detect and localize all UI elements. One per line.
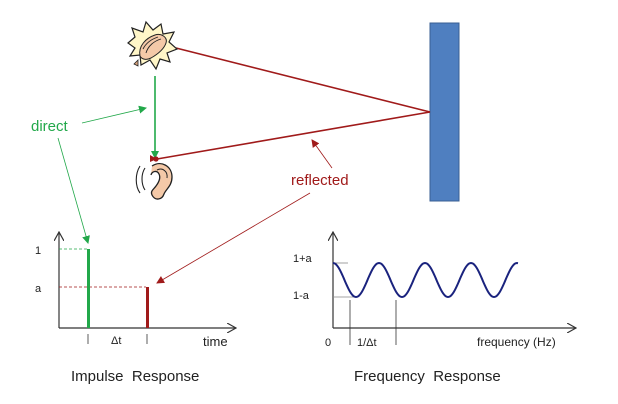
freq-y-tick-top: 1+a	[293, 253, 313, 265]
frequency-response-plot: 1+a 1-a 0 1/Δt frequency (Hz) Frequency …	[293, 232, 576, 385]
freq-x-label: frequency (Hz)	[477, 335, 556, 349]
reflected-annotation-arrow-down	[156, 192, 311, 284]
direct-label: direct	[31, 118, 69, 135]
impulse-x-tick-dt: Δt	[111, 335, 121, 347]
direct-annotation-arrow-down	[57, 137, 90, 244]
reflected-annotation-arrow-up	[311, 139, 333, 169]
impulse-response-plot: 1 a Δt time Impulse Response	[35, 232, 236, 385]
reflected-path-incident	[175, 47, 431, 113]
reflected-path-return	[156, 111, 431, 160]
clapping-hands-icon	[127, 20, 179, 71]
ear-icon	[135, 156, 173, 200]
reflecting-wall	[429, 22, 460, 202]
impulse-title: Impulse Response	[71, 368, 199, 385]
freq-x-tick-inv-dt: 1/Δt	[357, 337, 377, 349]
direct-impulse-bar	[87, 249, 90, 328]
reflected-impulse-bar	[146, 287, 149, 328]
impulse-y-tick-a: a	[35, 283, 42, 295]
freq-x-tick-0: 0	[325, 337, 331, 349]
freq-y-tick-bottom: 1-a	[293, 290, 310, 302]
frequency-title: Frequency Response	[354, 368, 501, 385]
frequency-response-curve	[332, 261, 519, 299]
impulse-x-label: time	[203, 334, 228, 349]
direct-annotation-arrow-up	[81, 105, 147, 124]
reflected-label: reflected	[291, 172, 349, 189]
impulse-y-tick-1: 1	[35, 245, 41, 257]
